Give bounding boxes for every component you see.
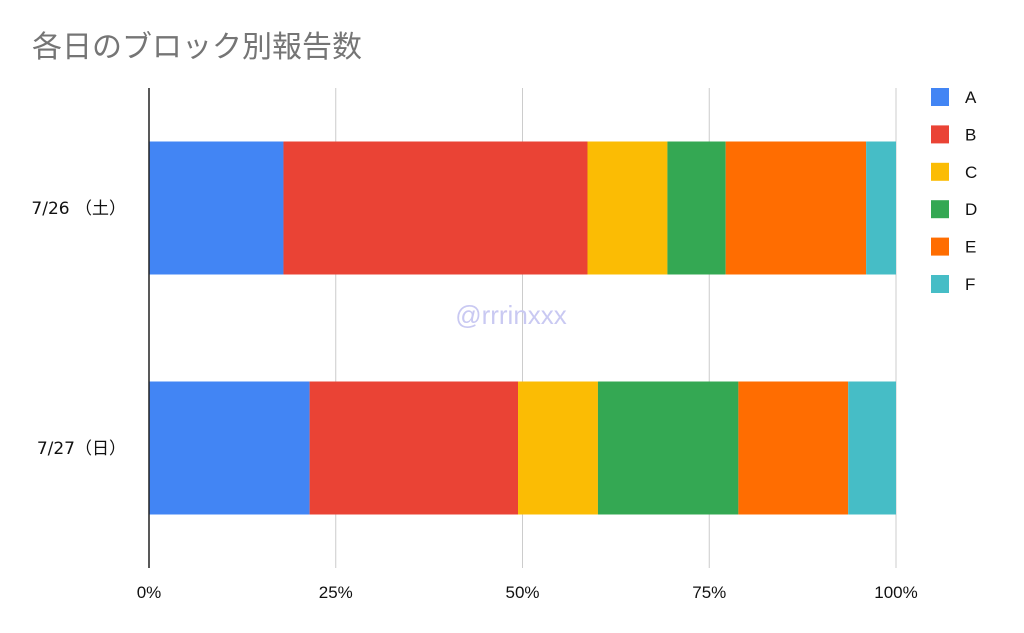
x-tick-label: 100% — [874, 583, 917, 602]
bar-segment-e-1 — [725, 141, 867, 275]
bar-segment-b-2 — [309, 381, 519, 515]
x-tick-label: 25% — [319, 583, 353, 602]
legend-swatch-e — [931, 237, 949, 256]
bar-segment-c-1 — [587, 141, 668, 275]
bar-segment-e-2 — [738, 381, 849, 515]
bar-segment-d-1 — [667, 141, 726, 275]
bar-segment-b-1 — [283, 141, 588, 275]
bar-segment-c-2 — [518, 381, 598, 515]
category-label: 7/27（日） — [37, 439, 126, 459]
x-tick-label: 0% — [137, 583, 162, 602]
bar-segment-f-1 — [866, 141, 896, 275]
bar-segment-f-2 — [848, 381, 896, 515]
legend-swatch-d — [931, 200, 949, 219]
legend-swatch-f — [931, 275, 949, 293]
bar-segment-a-1 — [149, 141, 284, 275]
legend-label-c: C — [965, 163, 977, 182]
legend-label-e: E — [965, 238, 976, 257]
legend-swatch-c — [931, 162, 949, 181]
legend-swatch-b — [931, 125, 949, 144]
x-tick-label: 50% — [505, 583, 539, 602]
chart-title: 各日のブロック別報告数 — [32, 30, 362, 65]
bars — [149, 141, 896, 515]
category-label: 7/26 （土） — [31, 199, 126, 219]
axis: 0% 25% 50% 75% 100% 7/26 （土） 7/27（日） — [31, 88, 918, 602]
legend-label-d: D — [965, 200, 977, 219]
bar-segment-a-2 — [149, 381, 310, 515]
x-tick-label: 75% — [692, 583, 726, 602]
legend-swatch-a — [931, 88, 949, 106]
legend-label-f: F — [965, 275, 975, 294]
legend-label-b: B — [965, 125, 976, 144]
legend-label-a: A — [965, 88, 977, 107]
watermark-text: @rrrinxxx — [455, 300, 567, 330]
bar-segment-d-2 — [597, 381, 739, 515]
